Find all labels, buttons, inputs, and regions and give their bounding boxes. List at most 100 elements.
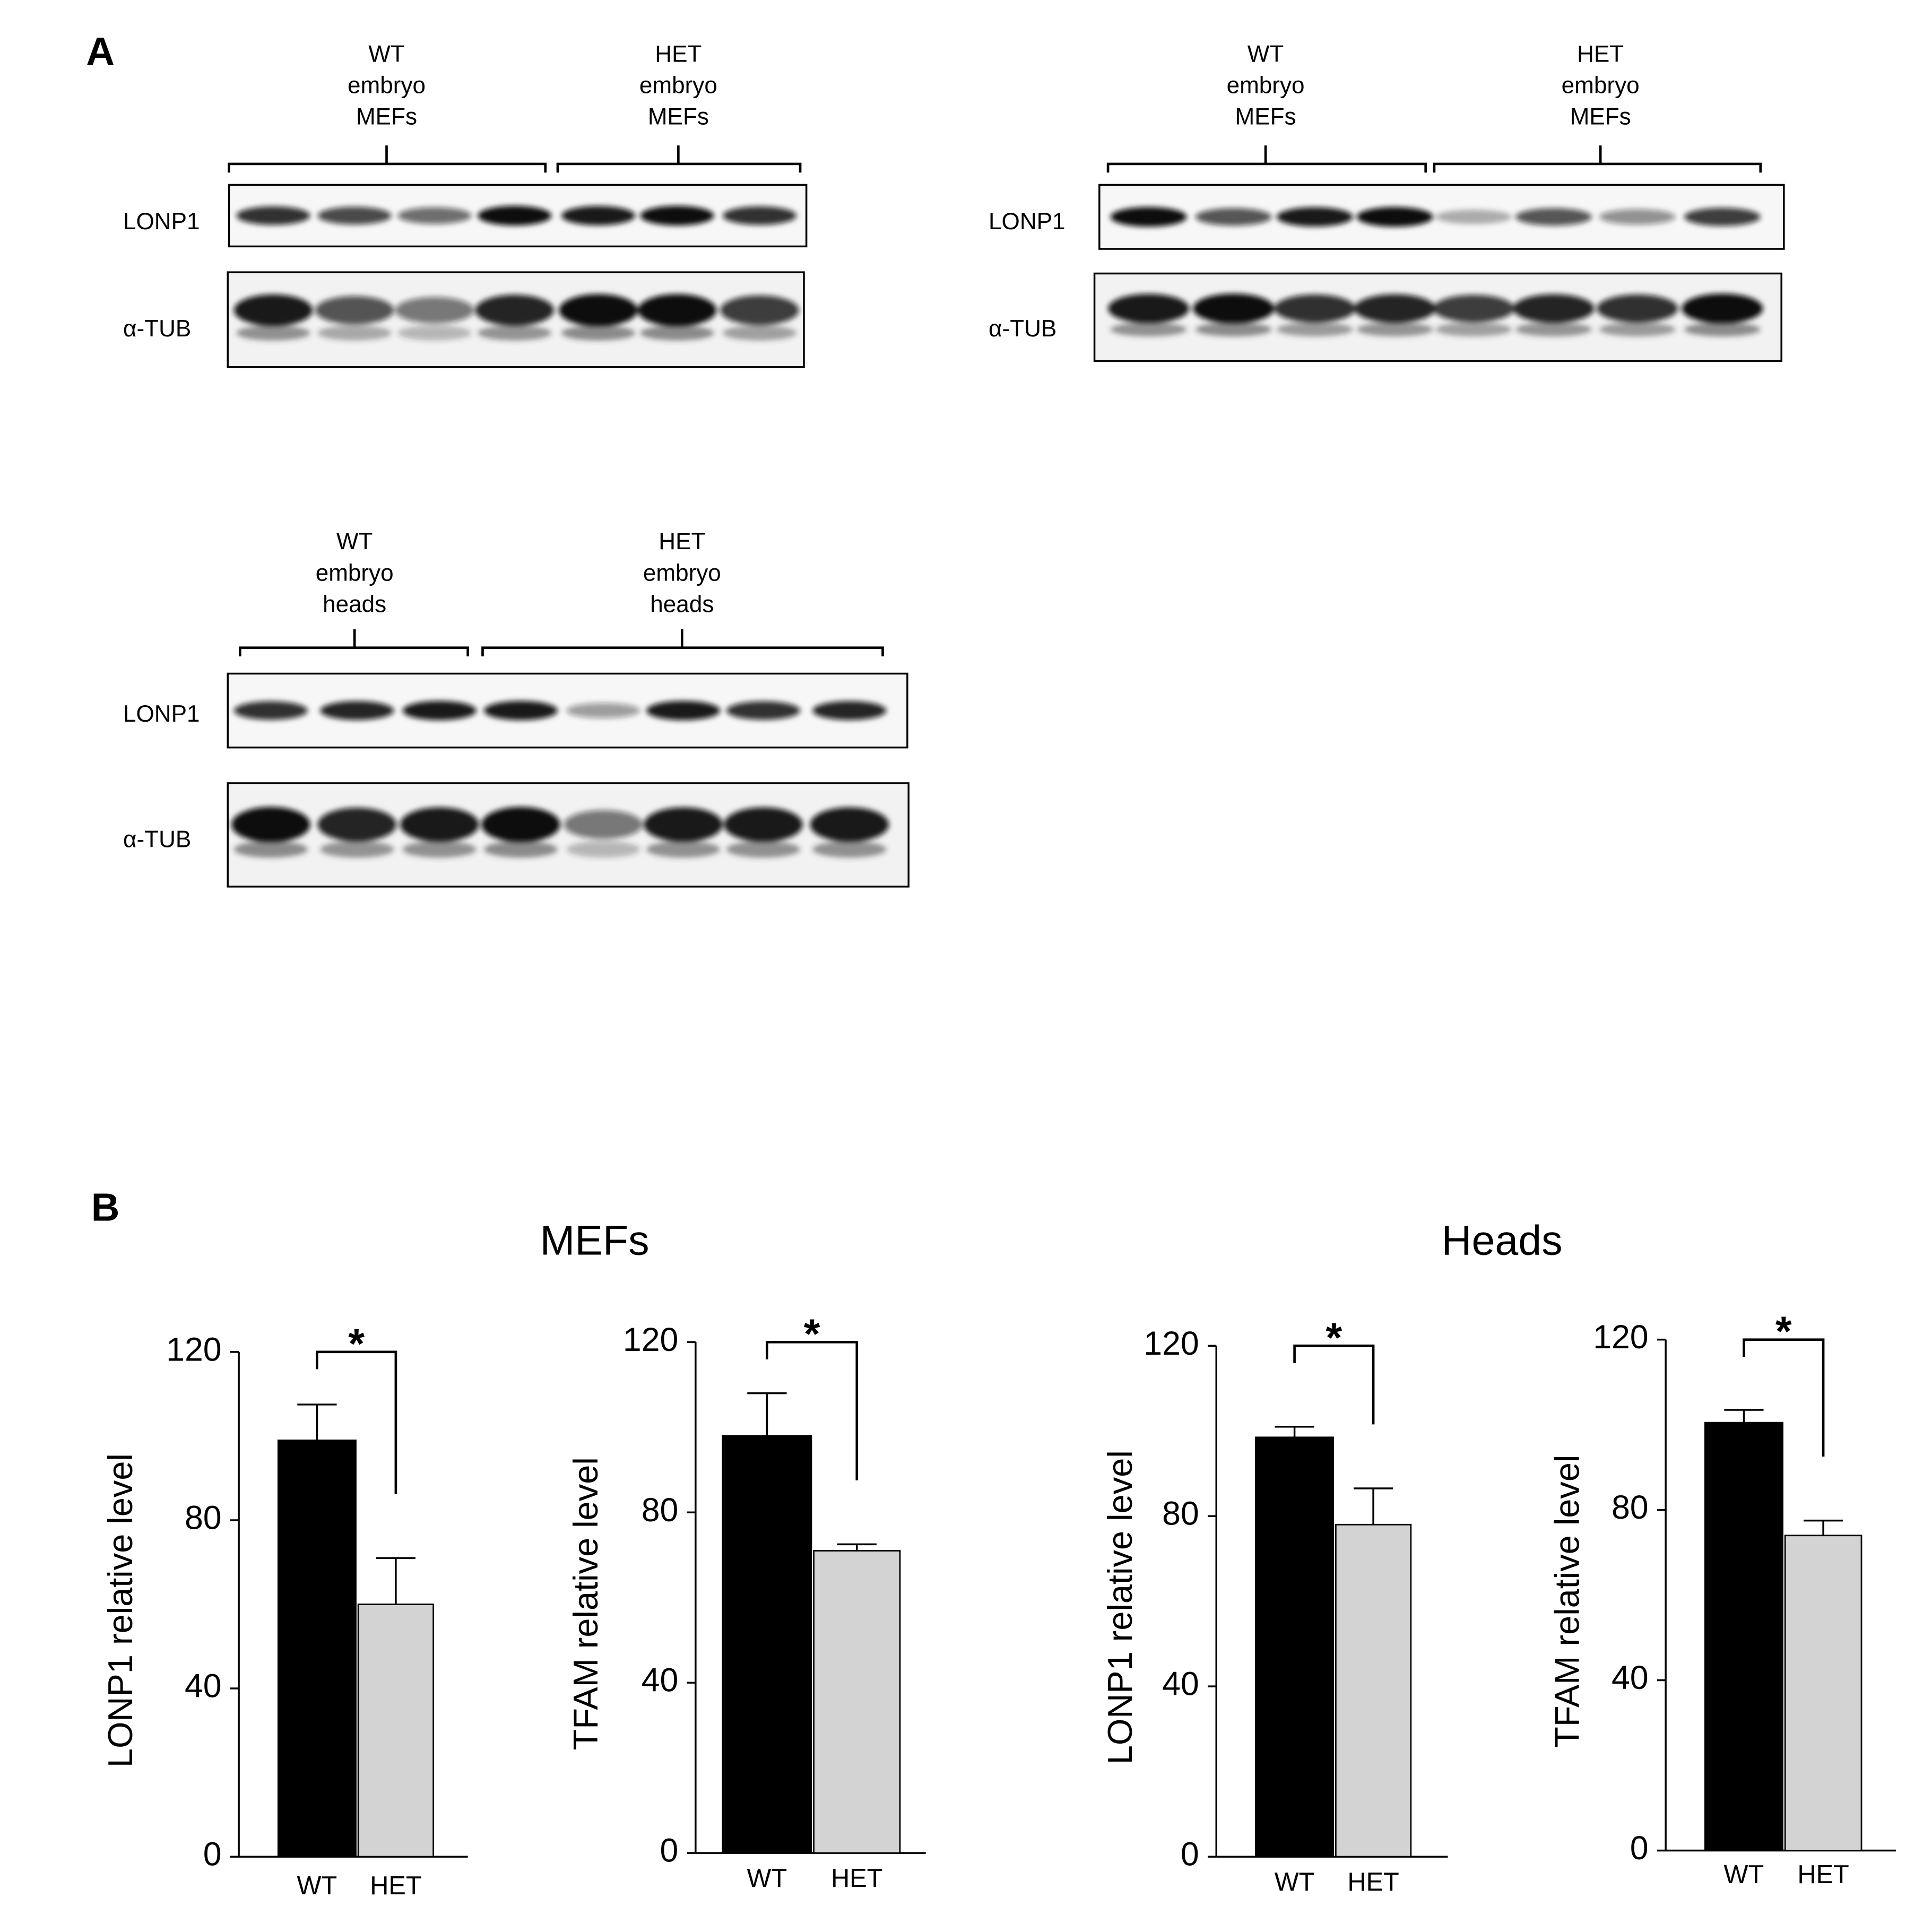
band xyxy=(1356,322,1433,337)
group-title: Heads xyxy=(1442,1217,1563,1264)
band xyxy=(1435,322,1512,337)
band xyxy=(559,294,638,326)
y-tick-label: 40 xyxy=(185,1668,222,1705)
y-tick-label: 120 xyxy=(1593,1319,1649,1356)
lane-group-label: MEFs xyxy=(1235,104,1296,130)
blot-bands xyxy=(233,294,799,341)
y-tick-label: 0 xyxy=(660,1832,679,1869)
band xyxy=(483,841,558,858)
band xyxy=(1193,293,1275,324)
band xyxy=(478,325,552,341)
band xyxy=(1682,293,1763,324)
band xyxy=(561,325,636,341)
band xyxy=(1433,294,1514,323)
band xyxy=(1513,294,1595,323)
band xyxy=(810,807,889,842)
band xyxy=(1110,322,1187,337)
blot-box xyxy=(1093,272,1782,362)
band xyxy=(395,297,474,324)
band xyxy=(481,807,560,843)
group-title: MEFs xyxy=(540,1217,649,1264)
bar xyxy=(722,1435,812,1854)
lane-group-label: embryo xyxy=(1562,73,1640,99)
band xyxy=(402,700,477,721)
band xyxy=(1276,322,1353,337)
y-tick-label: 40 xyxy=(1162,1666,1199,1703)
band xyxy=(402,841,477,858)
lane-group-label: WT xyxy=(1248,41,1284,67)
band xyxy=(566,841,640,858)
significance-mark: * xyxy=(804,1311,820,1357)
lane-group-label: embryo xyxy=(348,73,426,99)
band xyxy=(1276,207,1353,227)
error-bar xyxy=(1724,1409,1764,1423)
panel-label: A xyxy=(86,29,115,73)
blot-bands xyxy=(1108,293,1763,337)
band xyxy=(483,700,558,721)
x-tick-label: HET xyxy=(831,1864,882,1893)
band xyxy=(233,701,308,720)
band xyxy=(722,206,797,225)
band xyxy=(1356,207,1433,227)
lane-group-label: MEFs xyxy=(1570,104,1631,130)
significance-mark: * xyxy=(1775,1308,1792,1355)
band xyxy=(640,325,714,341)
band xyxy=(722,325,797,341)
band xyxy=(561,206,636,226)
band xyxy=(726,841,801,858)
band xyxy=(475,294,555,326)
row-label: α-TUB xyxy=(123,827,191,853)
band xyxy=(317,325,392,341)
lane-group-label: WT xyxy=(368,41,405,67)
group-bracket xyxy=(239,629,469,656)
row-label: LONP1 xyxy=(989,209,1066,235)
y-tick-label: 40 xyxy=(1612,1659,1649,1696)
band xyxy=(1195,322,1272,337)
y-axis-label: LONP1 relative level xyxy=(1101,1450,1139,1764)
bar xyxy=(1335,1523,1412,1858)
band xyxy=(1684,322,1761,337)
lane-group-label: HET xyxy=(655,41,701,67)
band xyxy=(640,205,714,226)
band xyxy=(233,841,308,858)
y-tick-label: 80 xyxy=(185,1499,222,1536)
y-tick-label: 0 xyxy=(203,1836,222,1873)
error-bar xyxy=(1803,1519,1843,1536)
error-bar xyxy=(837,1543,877,1551)
y-tick-label: 80 xyxy=(1612,1489,1649,1526)
band xyxy=(320,701,394,720)
x-tick-label: WT xyxy=(297,1872,337,1900)
band xyxy=(646,700,721,721)
significance-mark: * xyxy=(348,1320,365,1367)
band xyxy=(564,810,643,839)
lane-group-label: embryo xyxy=(316,560,394,586)
y-tick-label: 120 xyxy=(623,1321,679,1358)
band xyxy=(1515,322,1592,337)
band xyxy=(231,807,310,843)
band xyxy=(1108,293,1190,323)
band xyxy=(637,294,717,326)
band xyxy=(1274,294,1356,323)
band xyxy=(644,807,723,842)
band xyxy=(812,841,887,858)
x-tick-label: WT xyxy=(1724,1860,1764,1889)
y-tick-label: 120 xyxy=(166,1331,222,1368)
lane-group-label: embryo xyxy=(1227,73,1305,99)
error-bar xyxy=(1275,1425,1314,1437)
error-bar xyxy=(376,1557,416,1605)
band xyxy=(317,206,392,225)
band xyxy=(1599,209,1676,225)
band xyxy=(315,296,394,325)
significance-bracket xyxy=(1743,1338,1825,1457)
significance-bracket xyxy=(766,1340,859,1480)
bar xyxy=(1784,1535,1863,1851)
bar xyxy=(357,1604,435,1858)
y-axis-label: TFAM relative level xyxy=(566,1457,605,1750)
x-tick-label: WT xyxy=(747,1864,787,1893)
lane-group-label: WT xyxy=(336,529,373,555)
bar xyxy=(1704,1422,1783,1851)
band xyxy=(720,295,799,325)
lane-group-label: HET xyxy=(1577,41,1624,67)
band xyxy=(726,701,801,720)
